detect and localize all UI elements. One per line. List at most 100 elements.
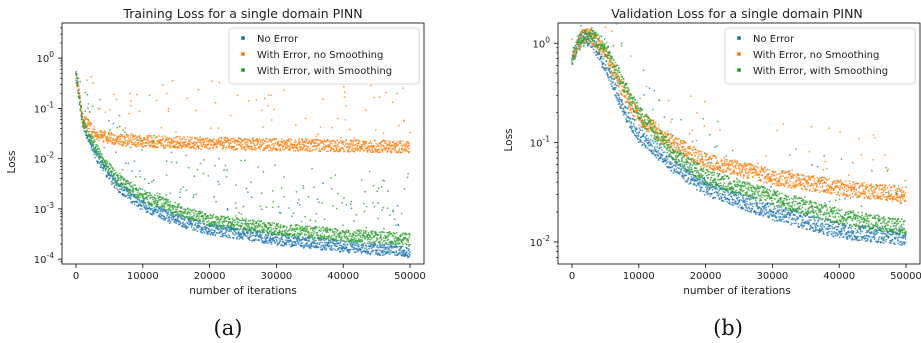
data-point	[141, 149, 144, 151]
data-point	[244, 146, 247, 148]
data-point	[345, 229, 348, 232]
data-point	[692, 179, 694, 182]
data-point	[190, 138, 193, 140]
data-point	[267, 226, 270, 229]
data-point	[136, 201, 139, 204]
data-point	[134, 134, 137, 137]
data-point	[383, 231, 386, 234]
data-point	[119, 179, 122, 182]
data-point	[305, 140, 308, 142]
data-point	[652, 152, 655, 155]
data-point	[352, 139, 355, 142]
data-point	[124, 186, 127, 189]
data-point	[218, 157, 220, 160]
data-point	[331, 248, 333, 251]
data-point	[394, 254, 397, 256]
data-point	[258, 138, 261, 141]
data-point	[322, 143, 325, 146]
data-point	[396, 242, 399, 244]
data-point	[396, 245, 398, 248]
x-tick-label: 20000	[690, 271, 722, 282]
data-point	[324, 241, 326, 244]
data-point	[203, 140, 206, 143]
data-point	[136, 191, 139, 194]
data-point	[240, 235, 243, 237]
data-point	[373, 205, 376, 208]
data-point	[81, 117, 84, 119]
data-point	[119, 137, 122, 140]
data-point	[125, 195, 127, 197]
data-point	[299, 204, 301, 206]
data-point	[238, 238, 241, 240]
data-point	[382, 231, 384, 234]
data-point	[193, 147, 196, 150]
data-point	[268, 149, 270, 152]
data-point	[183, 137, 186, 140]
data-point	[296, 224, 298, 226]
data-point	[85, 134, 88, 137]
data-point	[298, 241, 300, 244]
data-point	[319, 230, 322, 232]
data-point	[713, 191, 716, 194]
data-point	[179, 191, 182, 194]
data-point	[319, 150, 322, 153]
x-tick-label: 50000	[890, 271, 921, 282]
data-point	[240, 233, 243, 235]
data-point	[274, 137, 276, 140]
data-point	[93, 153, 95, 156]
data-point	[343, 235, 346, 238]
data-point	[197, 140, 200, 143]
data-point	[254, 230, 257, 233]
data-point	[638, 131, 641, 134]
data-point	[261, 237, 264, 240]
data-point	[90, 122, 93, 125]
data-point	[112, 168, 114, 171]
data-point	[131, 170, 133, 172]
data-point	[200, 231, 203, 233]
data-point	[223, 141, 226, 144]
data-point	[281, 148, 284, 151]
data-point	[113, 93, 116, 96]
data-point	[624, 111, 627, 114]
data-point	[285, 147, 288, 150]
data-point	[236, 147, 239, 150]
data-point	[613, 78, 616, 81]
data-point	[290, 236, 293, 238]
data-point	[87, 103, 90, 105]
data-point	[267, 234, 270, 237]
data-point	[235, 207, 238, 210]
data-point	[721, 199, 724, 202]
data-point	[664, 157, 666, 160]
data-point	[98, 108, 101, 110]
data-point	[266, 240, 269, 243]
data-point	[324, 243, 327, 246]
data-point	[655, 156, 658, 159]
data-point	[127, 162, 130, 165]
data-point	[245, 143, 247, 146]
data-point	[392, 141, 395, 144]
data-point	[312, 237, 315, 240]
data-point	[322, 142, 325, 145]
data-point	[274, 164, 276, 167]
data-point	[718, 198, 721, 201]
data-point	[651, 145, 654, 148]
data-point	[651, 139, 654, 142]
data-point	[233, 233, 236, 236]
data-point	[269, 138, 271, 141]
data-point	[160, 144, 163, 147]
data-point	[121, 168, 124, 171]
data-point	[324, 227, 327, 230]
data-point	[255, 147, 257, 149]
data-point	[268, 144, 271, 147]
data-points	[571, 23, 907, 246]
data-point	[135, 187, 138, 190]
data-point	[196, 168, 199, 171]
data-point	[109, 109, 111, 111]
data-point	[709, 187, 711, 190]
data-point	[293, 229, 295, 232]
data-point	[629, 125, 632, 128]
data-point	[641, 143, 644, 146]
data-point	[210, 144, 213, 147]
data-point	[272, 228, 275, 230]
